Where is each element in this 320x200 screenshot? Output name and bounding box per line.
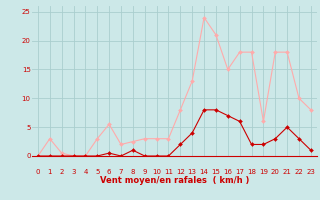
X-axis label: Vent moyen/en rafales  ( km/h ): Vent moyen/en rafales ( km/h ) [100, 176, 249, 185]
